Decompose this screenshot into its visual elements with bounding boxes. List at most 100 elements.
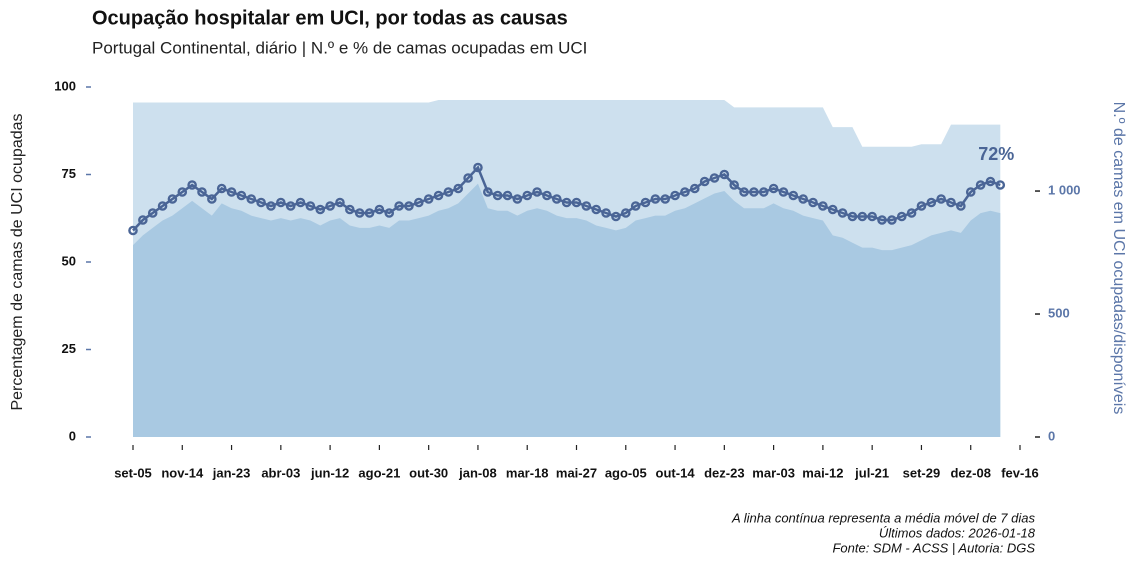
point: [147, 208, 158, 218]
point: [601, 208, 611, 218]
point: [571, 197, 582, 208]
point: [630, 201, 641, 211]
y-tick-label: 25: [62, 341, 76, 356]
point: [512, 194, 523, 204]
point: [640, 197, 651, 208]
point: [256, 197, 266, 208]
x-tick-label: out-14: [656, 465, 696, 480]
x-tick-label: jul-21: [854, 465, 889, 480]
point: [492, 190, 503, 201]
x-tick-label: ago-21: [358, 465, 400, 480]
point: [956, 201, 966, 211]
point: [414, 197, 424, 208]
point: [177, 187, 188, 197]
y-axis-label: Percentagem de camas de UCI ocupadas: [9, 113, 26, 410]
x-tick-label: mar-03: [752, 465, 795, 480]
point: [995, 180, 1006, 190]
point: [482, 187, 493, 197]
point: [680, 187, 690, 197]
y2-tick-label: 0: [1048, 428, 1055, 443]
x-tick-label: mai-12: [802, 465, 843, 480]
point: [345, 204, 355, 215]
point: [404, 201, 414, 211]
x-tick-label: set-05: [114, 465, 152, 480]
point: [699, 176, 710, 187]
point: [423, 194, 434, 204]
point: [285, 201, 296, 211]
point: [197, 187, 207, 197]
point: [946, 197, 956, 208]
point: [660, 194, 671, 204]
x-tick-label: mar-18: [506, 465, 549, 480]
point: [709, 173, 720, 183]
point: [818, 201, 828, 211]
point: [138, 215, 148, 225]
point: [808, 197, 818, 208]
point: [473, 162, 483, 173]
y-tick-label: 75: [62, 166, 76, 181]
point: [581, 201, 592, 211]
point: [749, 187, 759, 197]
point: [561, 197, 572, 208]
point: [867, 211, 877, 222]
point: [768, 183, 779, 194]
point: [719, 169, 730, 180]
point: [463, 173, 473, 183]
point: [226, 187, 237, 197]
x-tick-label: abr-03: [261, 465, 300, 480]
point: [887, 215, 897, 225]
point: [522, 190, 533, 201]
point: [906, 208, 917, 218]
point: [689, 183, 700, 194]
point: [965, 187, 976, 197]
x-tick-label: out-30: [409, 465, 448, 480]
point: [453, 183, 464, 194]
point: [827, 204, 838, 215]
point: [325, 201, 335, 211]
point: [354, 208, 365, 218]
x-tick-label: jan-23: [212, 465, 251, 480]
x-tick-label: mai-27: [556, 465, 597, 480]
point: [266, 201, 276, 211]
x-tick-label: dez-08: [950, 465, 990, 480]
point: [877, 215, 887, 225]
point: [837, 208, 848, 218]
point: [985, 176, 996, 187]
point: [857, 211, 868, 222]
point: [847, 211, 858, 222]
data-label: 72%: [978, 144, 1014, 164]
point: [207, 194, 217, 204]
point: [335, 197, 345, 208]
point: [926, 197, 937, 208]
y-tick-label: 100: [54, 78, 76, 93]
point: [315, 204, 326, 215]
point: [187, 180, 197, 190]
point: [916, 201, 927, 211]
point: [788, 190, 799, 201]
point: [542, 190, 552, 201]
area: [133, 183, 1001, 437]
note: A linha contínua representa a média móve…: [731, 510, 1036, 525]
point: [128, 225, 138, 236]
point: [650, 194, 661, 204]
point: [591, 204, 602, 215]
point: [532, 187, 542, 197]
point: [502, 190, 513, 201]
point: [620, 208, 631, 218]
y-tick-label: 0: [69, 428, 76, 443]
note: Fonte: SDM - ACSS | Autoria: DGS: [832, 540, 1035, 555]
point: [729, 180, 739, 190]
point: [739, 187, 749, 197]
point: [936, 194, 946, 204]
point: [374, 204, 385, 215]
x-tick-label: nov-14: [161, 465, 204, 480]
point: [551, 194, 562, 204]
x-tick-label: jan-08: [458, 465, 497, 480]
chart-title: Ocupação hospitalar em UCI, por todas as…: [92, 7, 568, 29]
point: [295, 197, 306, 208]
point: [443, 187, 454, 197]
point: [305, 201, 316, 211]
point: [798, 194, 808, 204]
x-tick-label: ago-05: [605, 465, 647, 480]
